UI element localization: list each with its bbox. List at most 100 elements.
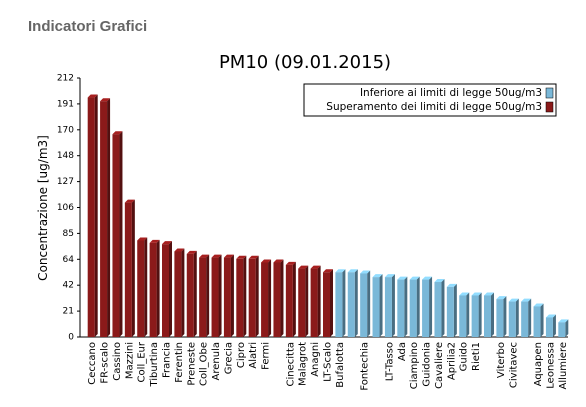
bar-top [459, 292, 470, 296]
x-tick-label: Aprilia2 [446, 342, 457, 380]
y-tick-label: 170 [57, 125, 74, 135]
bar-top [558, 319, 569, 323]
bar-top [471, 292, 482, 296]
bar-top [446, 283, 457, 287]
bar [248, 258, 256, 337]
bar-top [310, 265, 321, 269]
bar [137, 240, 145, 337]
bar [347, 272, 355, 337]
y-tick-label: 148 [57, 151, 74, 161]
x-tick-label: Fermi [261, 342, 272, 370]
bar-side [540, 303, 544, 337]
bar-side [230, 254, 234, 337]
bar [199, 257, 207, 337]
bar [422, 279, 430, 337]
x-tick-label: Allumiere [558, 342, 569, 389]
x-tick-label: Ferentin [174, 342, 185, 383]
legend-label: Superamento dei limiti di legge 50ug/m3 [326, 101, 542, 113]
bar-side [528, 298, 532, 337]
bar-side [330, 269, 333, 337]
bar-top [397, 276, 408, 280]
bar-top [261, 259, 272, 263]
x-tick-label: Anagni [310, 342, 321, 377]
bar-side [552, 314, 556, 337]
bar [100, 101, 108, 337]
bar [112, 134, 120, 337]
bar [236, 258, 244, 337]
bar-top [100, 98, 111, 102]
bar-side [565, 319, 569, 337]
bar-side [181, 248, 185, 337]
bar-side [255, 255, 259, 337]
x-tick-label: Grecia [223, 342, 234, 374]
bar-top [248, 255, 259, 259]
bar-side [107, 98, 111, 337]
bar-top [409, 276, 420, 280]
bar [335, 272, 343, 337]
chart-title: PM10 (09.01.2015) [219, 52, 391, 73]
x-tick-label: Aquapen [533, 342, 544, 386]
bar [310, 268, 318, 337]
bar [459, 295, 467, 337]
x-tick-label: LT-Tasso [384, 342, 395, 381]
bar-top [335, 269, 346, 273]
x-tick-label: Francia [162, 342, 173, 378]
bar-top [87, 94, 98, 98]
bar-top [484, 292, 494, 296]
x-tick-label: Cipro [236, 342, 247, 368]
bar [323, 272, 330, 337]
bar-top [372, 274, 383, 278]
bar [545, 317, 553, 337]
bar [434, 282, 442, 337]
bar-side [441, 279, 445, 337]
x-tick-label: Coll_Obe [199, 342, 210, 386]
bar [186, 253, 194, 337]
bar-side [515, 298, 519, 337]
bar-side [342, 269, 346, 337]
bar-side [94, 94, 98, 337]
bar-side [429, 276, 433, 337]
bar-top [162, 241, 172, 245]
bar-top [112, 131, 123, 135]
bar-side [391, 274, 395, 337]
bar-top [211, 254, 222, 258]
bar-side [317, 265, 321, 337]
legend-swatch [545, 101, 554, 113]
x-tick-label: Bufalotta [335, 342, 346, 388]
bar [360, 273, 368, 337]
bar [261, 262, 269, 337]
bar-side [503, 296, 507, 337]
bar-side [354, 269, 358, 337]
bar [149, 242, 157, 337]
bar [397, 279, 405, 337]
bar-side [119, 131, 123, 337]
page-title: Indicatori Grafici [28, 18, 147, 35]
bar-side [268, 259, 272, 337]
bar-top [285, 261, 296, 265]
bar-side [131, 199, 135, 337]
bar [273, 262, 281, 337]
bar-top [236, 255, 247, 259]
bar-side [206, 254, 210, 337]
bar [298, 268, 306, 337]
bar-side [144, 237, 148, 337]
x-tick-label: Cassino [112, 342, 123, 381]
bar-top [384, 274, 395, 278]
x-tick-label: Ciampino [409, 342, 420, 389]
x-tick-label: Viterbo [496, 342, 507, 378]
y-tick-label: 85 [63, 229, 74, 239]
bar-side [379, 274, 383, 337]
bar-top [496, 296, 507, 300]
bar-top [533, 303, 544, 307]
y-tick-label: 106 [57, 203, 74, 213]
legend-swatch [545, 87, 554, 99]
x-tick-label: Coll_Eur [137, 341, 148, 382]
x-tick-label: Preneste [186, 342, 197, 386]
bar-side [193, 250, 197, 337]
bar [446, 286, 454, 337]
bar-top [298, 265, 309, 269]
bar-side [416, 276, 420, 337]
bar-side [218, 254, 222, 337]
bar-top [508, 298, 519, 302]
x-tick-label: Guido [459, 342, 470, 371]
